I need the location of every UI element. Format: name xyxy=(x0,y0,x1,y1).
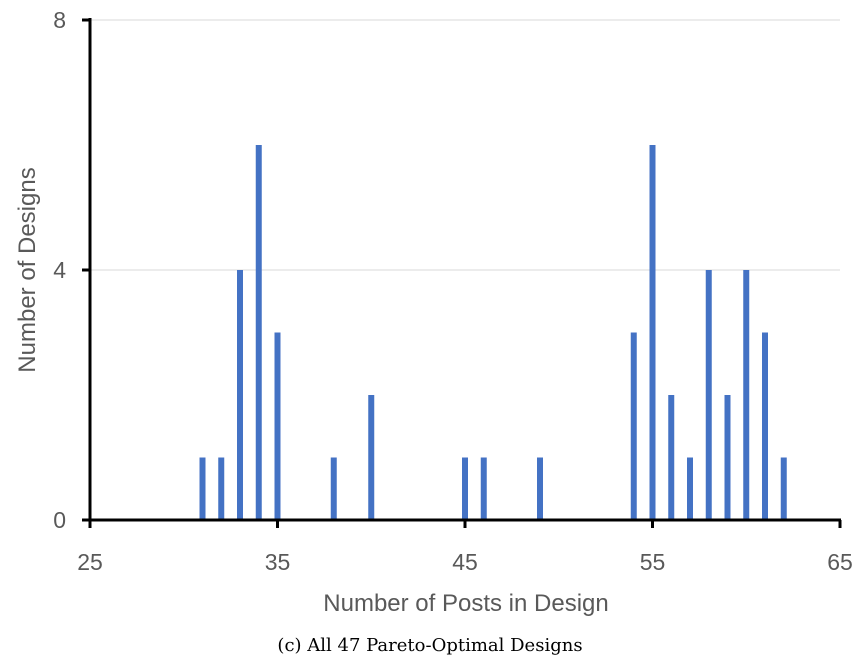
y-tick-label-0: 0 xyxy=(53,507,66,533)
bar-34 xyxy=(255,145,262,520)
bar-32 xyxy=(218,457,225,520)
bar-40 xyxy=(368,395,375,520)
y-axis-title: Number of Designs xyxy=(14,167,41,372)
bar-62 xyxy=(780,457,787,520)
bar-46 xyxy=(480,457,487,520)
bar-33 xyxy=(237,270,243,520)
bar-59 xyxy=(724,395,731,520)
bar-57 xyxy=(687,457,693,520)
bar-61 xyxy=(762,332,768,520)
x-axis-title: Number of Posts in Design xyxy=(323,590,608,617)
x-tick-label-45: 45 xyxy=(452,549,478,575)
bar-45 xyxy=(462,457,468,520)
bar-35 xyxy=(274,332,281,520)
bars xyxy=(199,145,787,520)
bar-54 xyxy=(630,332,637,520)
bar-49 xyxy=(537,457,543,520)
bar-31 xyxy=(199,457,206,520)
y-tick-label-8: 8 xyxy=(53,7,66,33)
bar-56 xyxy=(668,395,675,520)
x-tick-label-35: 35 xyxy=(265,549,291,575)
x-tick-label-55: 55 xyxy=(640,549,666,575)
y-tick-label-4: 4 xyxy=(53,257,66,283)
x-tick-label-25: 25 xyxy=(77,549,103,575)
x-tick-label-65: 65 xyxy=(827,549,853,575)
axes xyxy=(82,18,842,528)
bar-38 xyxy=(330,457,337,520)
bar-55 xyxy=(649,145,656,520)
figure-caption: (c) All 47 Pareto-Optimal Designs xyxy=(277,635,583,656)
bar-60 xyxy=(743,270,750,520)
tick-labels: 0 4 8 25 35 45 55 65 xyxy=(53,7,853,575)
bar-58 xyxy=(705,270,712,520)
gridlines xyxy=(90,19,840,271)
